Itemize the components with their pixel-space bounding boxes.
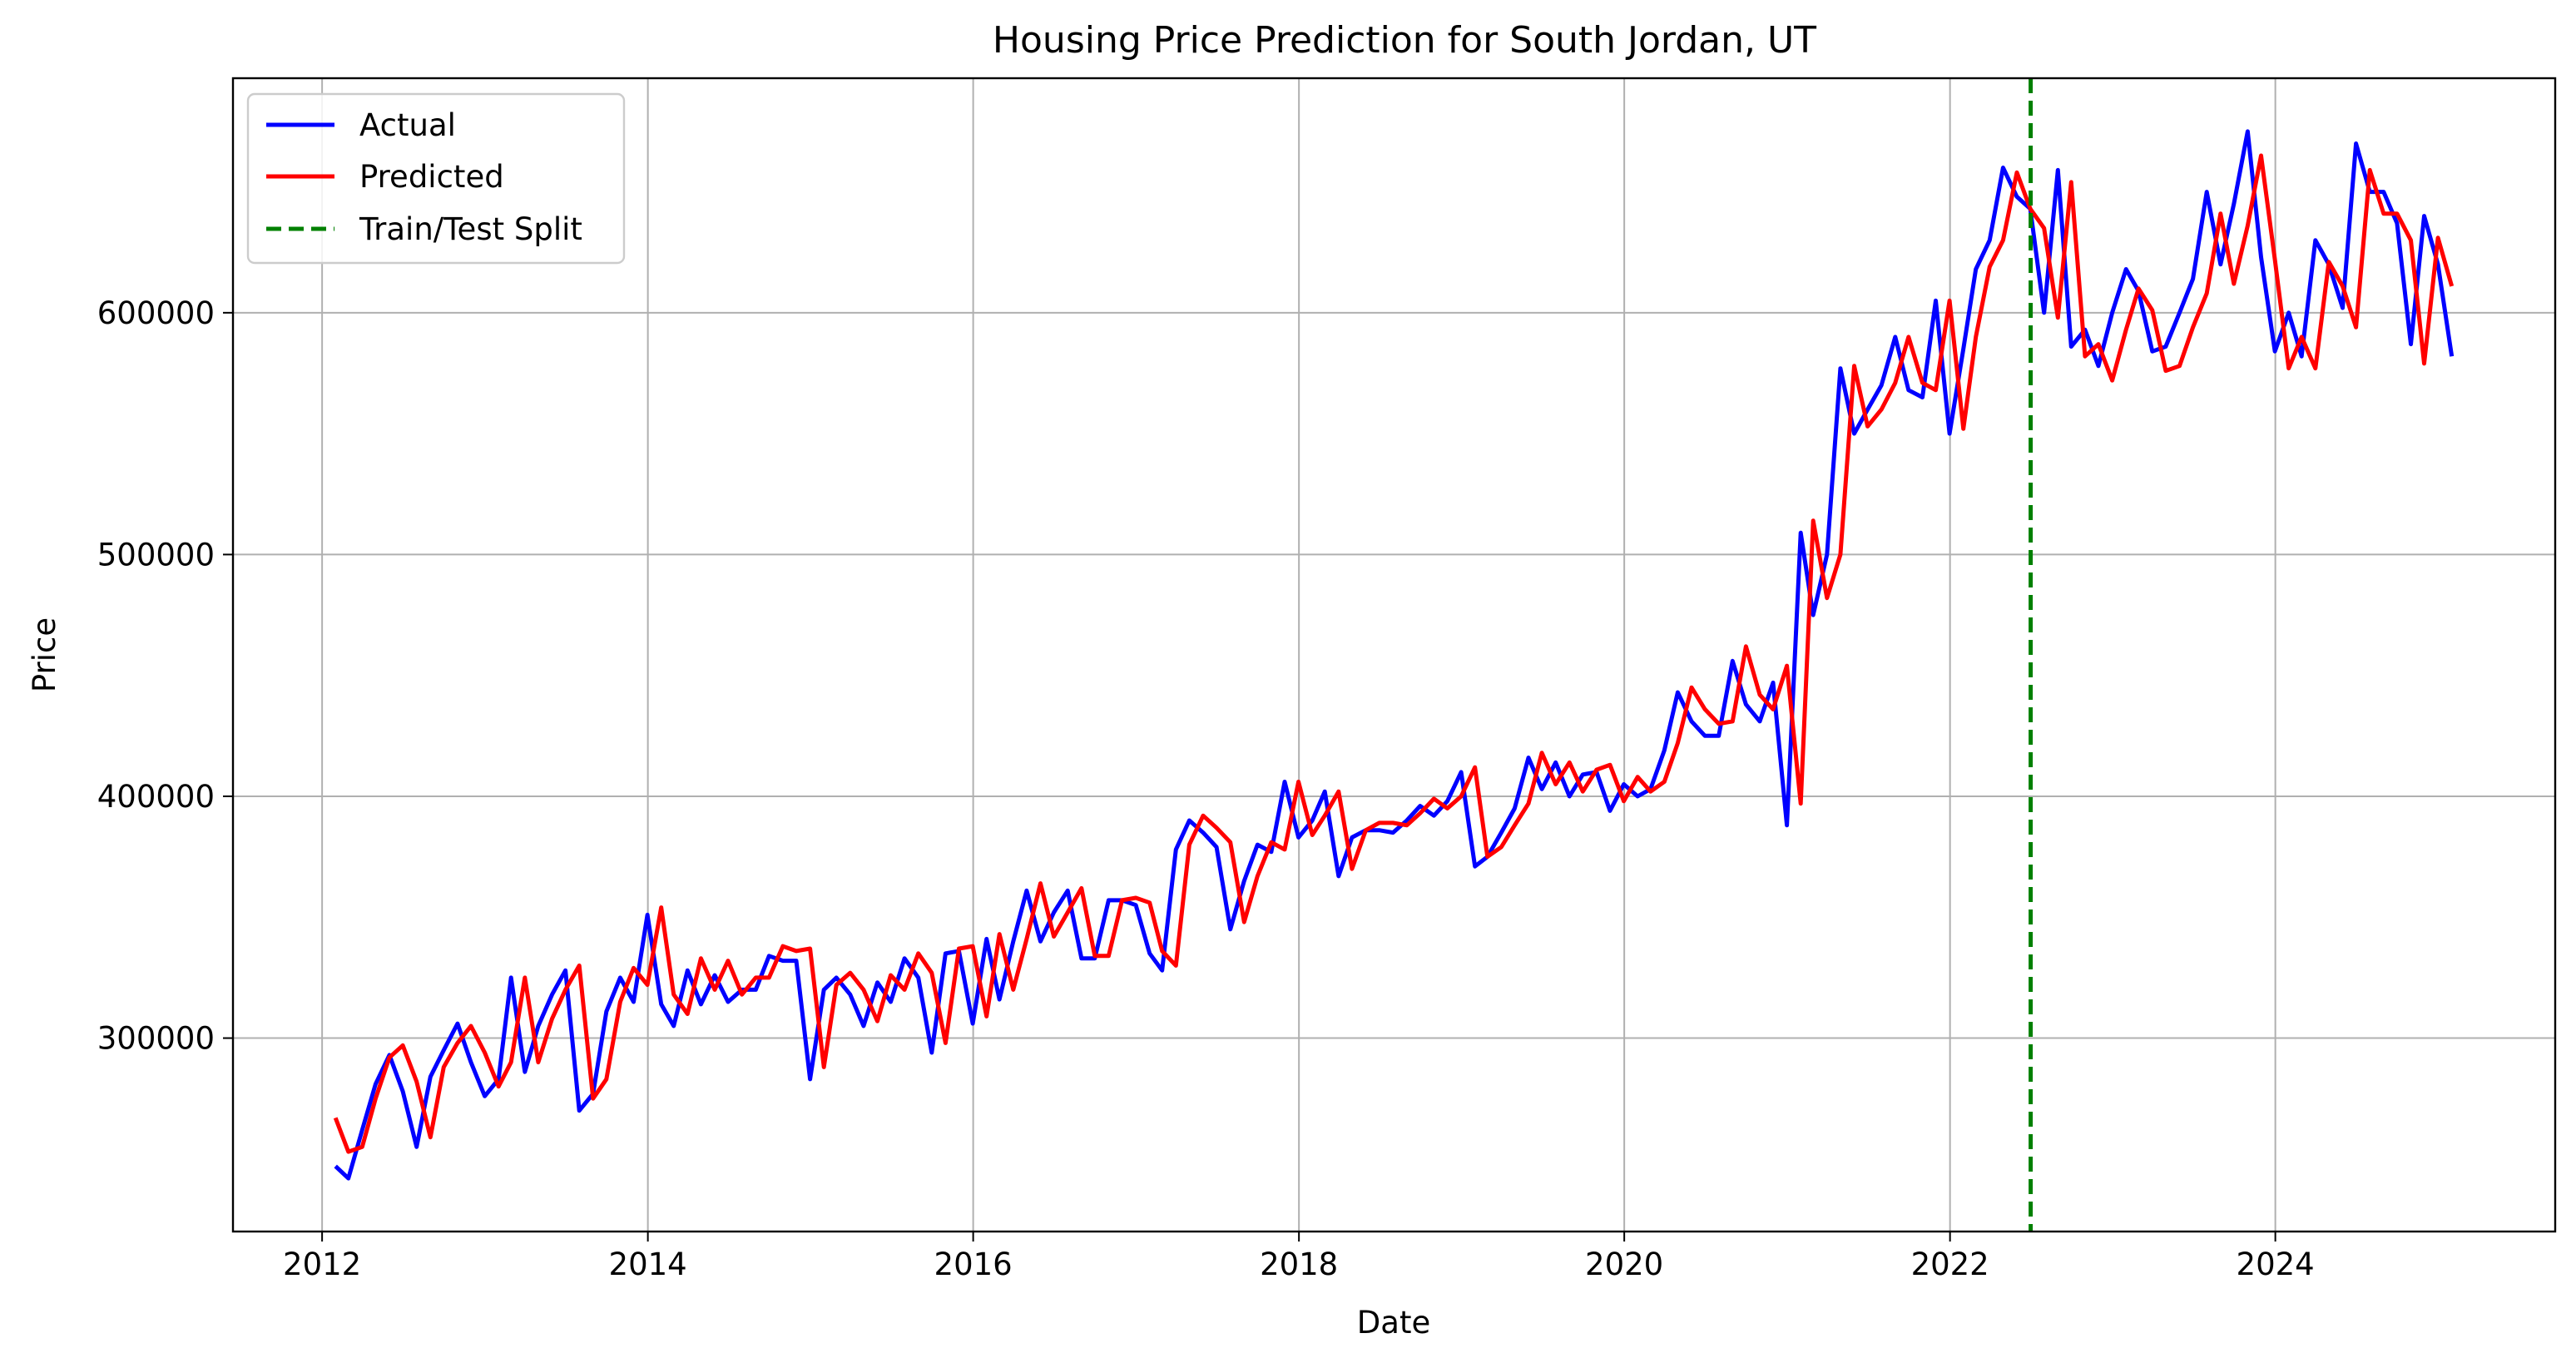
plot-frame (231, 77, 2557, 1233)
y-tick-label: 300000 (97, 1021, 215, 1057)
legend-label-predicted: Predicted (359, 159, 504, 195)
x-tick-label: 2022 (1911, 1247, 1989, 1282)
actual-series-line (334, 129, 2455, 1181)
legend-label-actual: Actual (359, 107, 456, 143)
y-tick-label: 500000 (97, 537, 215, 572)
plot-area (333, 78, 2455, 1232)
x-tick-label: 2014 (609, 1247, 687, 1282)
predicted-series-line (333, 153, 2455, 1154)
y-tick-label: 400000 (97, 779, 215, 815)
x-tick-label: 2016 (934, 1247, 1013, 1282)
y-tick-label: 600000 (97, 295, 215, 331)
legend-label-split: Train/Test Split (359, 211, 582, 247)
x-axis-ticks: 2012 2014 2016 2018 2020 2022 2024 (283, 1232, 2315, 1282)
x-tick-label: 2018 (1260, 1247, 1338, 1282)
grid (233, 78, 2555, 1232)
x-axis-label: Date (1357, 1305, 1430, 1341)
legend: Actual Predicted Train/Test Split (246, 92, 626, 265)
x-tick-label: 2020 (1585, 1247, 1663, 1282)
y-axis-label: Price (27, 617, 62, 692)
x-tick-label: 2012 (283, 1247, 361, 1282)
legend-box (246, 92, 626, 265)
y-axis-ticks: 300000 400000 500000 600000 (97, 295, 233, 1057)
chart-title: Housing Price Prediction for South Jorda… (993, 19, 1816, 62)
x-tick-label: 2024 (2237, 1247, 2315, 1282)
